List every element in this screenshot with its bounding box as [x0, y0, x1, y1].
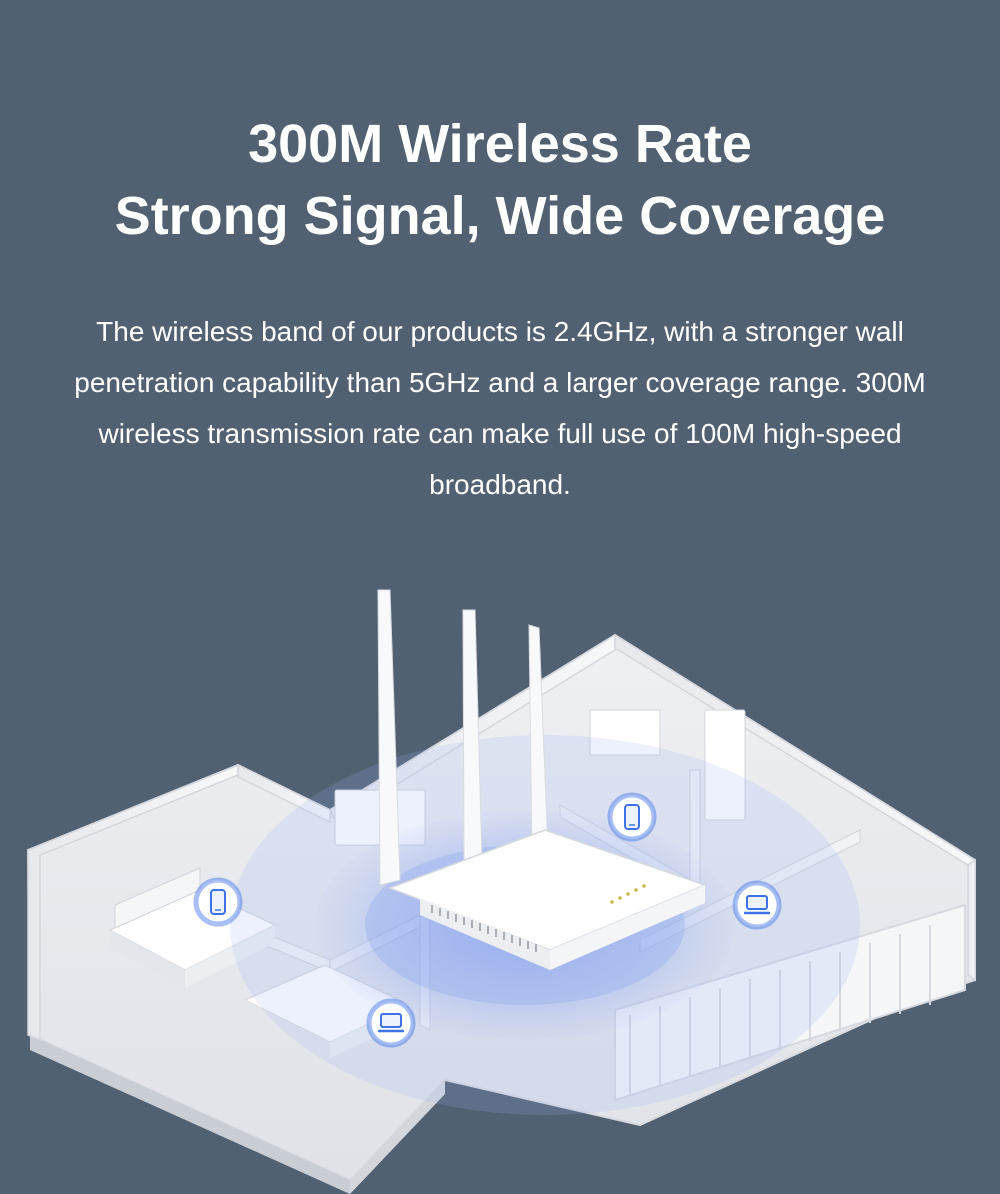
router [377, 589, 708, 970]
phone-icon [607, 792, 657, 842]
laptop-icon [366, 998, 416, 1048]
description-paragraph: The wireless band of our products is 2.4… [74, 316, 926, 500]
headline-line-2: Strong Signal, Wide Coverage [114, 186, 886, 246]
headline-line-1: 300M Wireless Rate [248, 114, 752, 174]
phone-icon [193, 877, 243, 927]
headline: 300M Wireless Rate Strong Signal, Wide C… [0, 108, 1000, 252]
laptop-icon [732, 880, 782, 930]
illustration-svg [26, 589, 977, 1194]
balcony-railing [614, 903, 966, 1102]
apartment-router-illustration [0, 560, 1000, 1194]
